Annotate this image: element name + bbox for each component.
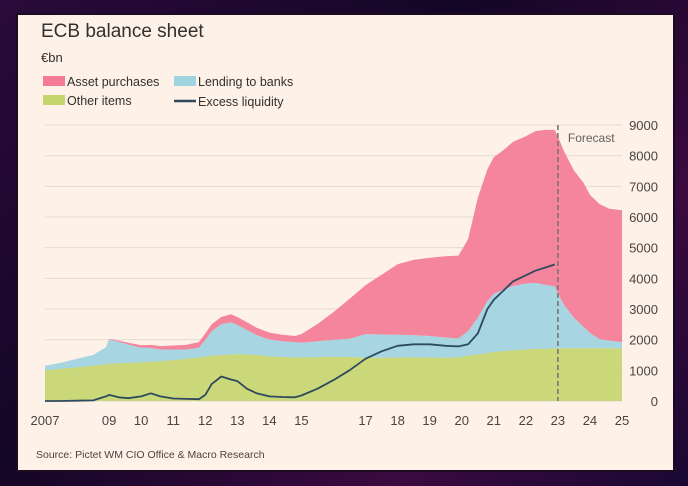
area-asset-purchases <box>45 129 622 366</box>
x-tick-label: 18 <box>390 413 404 428</box>
y-tick-label: 9000 <box>629 118 658 133</box>
area-lending-to-banks <box>45 282 622 371</box>
legend: Asset purchases Lending to banks Other i… <box>43 75 293 109</box>
x-tick-label: 19 <box>422 413 436 428</box>
x-tick-label: 13 <box>230 413 244 428</box>
y-tick-label: 1000 <box>629 363 658 378</box>
x-tick-label: 21 <box>487 413 501 428</box>
chart-panel: ECB balance sheet €bn Asset purchases Le… <box>18 15 673 470</box>
y-tick-label: 0 <box>651 394 658 409</box>
forecast-label: Forecast <box>568 131 615 145</box>
x-axis-ticks: 2007 09 10 11 12 13 14 15 17 18 19 20 21 22 23 24 25 <box>31 413 630 428</box>
y-tick-label: 7000 <box>629 179 658 194</box>
chart-title: ECB balance sheet <box>41 21 204 42</box>
x-tick-label: 15 <box>294 413 308 428</box>
line-excess-liquidity <box>45 263 555 402</box>
x-tick-label: 25 <box>615 413 629 428</box>
plot-areas <box>45 129 622 401</box>
x-tick-label: 14 <box>262 413 276 428</box>
area-other-items <box>45 348 622 401</box>
x-tick-label: 10 <box>134 413 148 428</box>
unit-label: €bn <box>41 50 63 65</box>
legend-swatch-asset-purchases <box>43 76 65 86</box>
x-tick-label: 2007 <box>31 413 60 428</box>
y-tick-label: 3000 <box>629 302 658 317</box>
x-tick-label: 17 <box>358 413 372 428</box>
chart-svg: ECB balance sheet €bn Asset purchases Le… <box>31 21 658 461</box>
x-tick-label: 09 <box>102 413 116 428</box>
x-tick-label: 20 <box>454 413 468 428</box>
x-tick-label: 23 <box>551 413 565 428</box>
y-tick-label: 5000 <box>629 241 658 256</box>
y-tick-label: 6000 <box>629 210 658 225</box>
legend-label-lending-to-banks: Lending to banks <box>198 75 293 89</box>
legend-swatch-lending-to-banks <box>174 76 196 86</box>
legend-label-asset-purchases: Asset purchases <box>67 75 159 89</box>
legend-swatch-other-items <box>43 95 65 105</box>
y-axis-ticks: 0 1000 2000 3000 4000 5000 6000 7000 8000 9000 <box>629 118 658 409</box>
plot-lines <box>45 263 555 402</box>
y-tick-label: 8000 <box>629 149 658 164</box>
x-tick-label: 22 <box>519 413 533 428</box>
x-tick-label: 11 <box>166 413 180 428</box>
y-tick-label: 4000 <box>629 271 658 286</box>
source-note: Source: Pictet WM CIO Office & Macro Res… <box>36 449 265 461</box>
legend-label-other-items: Other items <box>67 94 132 108</box>
legend-label-excess-liquidity: Excess liquidity <box>198 95 284 109</box>
x-tick-label: 24 <box>583 413 597 428</box>
x-tick-label: 12 <box>198 413 212 428</box>
y-tick-label: 2000 <box>629 333 658 348</box>
